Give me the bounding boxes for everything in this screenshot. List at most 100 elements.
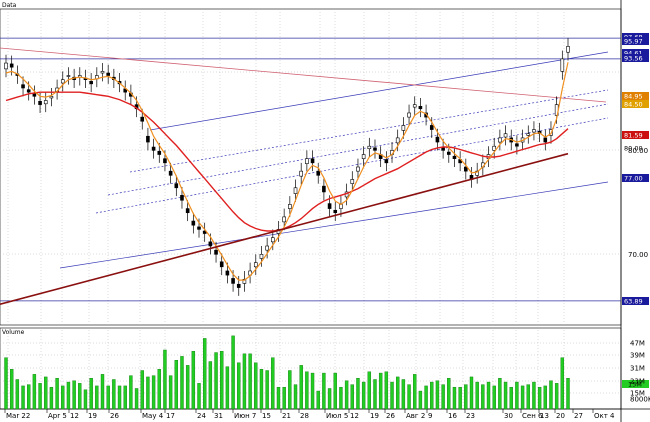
x-tick-label: 26 (386, 412, 395, 420)
x-tick-label: 19 (370, 412, 379, 420)
volume-bar (174, 360, 179, 410)
volume-bar (78, 383, 82, 410)
volume-bar (373, 379, 377, 410)
candle (492, 145, 497, 151)
volume-bar (66, 381, 71, 410)
price-tag-label: 77.00 (624, 175, 643, 183)
volume-bar (464, 384, 468, 410)
candle (446, 151, 451, 155)
volume-bar (129, 375, 133, 410)
volume-bar (32, 374, 37, 410)
candle (197, 226, 201, 230)
volume-bar (310, 372, 315, 410)
candle (407, 112, 411, 118)
volume-bar (163, 349, 167, 410)
candle (401, 125, 406, 131)
volume-bar (146, 376, 150, 410)
volume-bar (202, 338, 207, 410)
sma-200-line (0, 152, 569, 305)
volume-bar (549, 380, 553, 410)
volume-bar (333, 372, 337, 410)
price-tag-label: 84.50 (624, 101, 643, 109)
volume-tick-label: 23M (630, 378, 645, 386)
candle (395, 137, 400, 144)
x-tick-label: 24 (197, 412, 206, 420)
volume-bar (350, 384, 354, 410)
volume-bar (401, 379, 406, 410)
candle (498, 137, 502, 143)
channel-line (149, 51, 609, 131)
volume-bar (72, 380, 76, 410)
candle (219, 261, 224, 268)
volume-bar (61, 385, 65, 410)
volume-bar (532, 381, 536, 410)
candle (475, 170, 479, 176)
volume-bar (214, 352, 218, 410)
volume-bar (469, 376, 474, 410)
volume-bar (191, 351, 196, 410)
volume-bar (9, 369, 14, 410)
candle (464, 166, 468, 172)
volume-bar (441, 384, 445, 410)
candle (157, 150, 162, 155)
volume-bar (526, 384, 530, 410)
candle (38, 101, 42, 105)
candle (163, 158, 167, 164)
volume-bar (83, 389, 88, 410)
price-tag-label: 93.56 (624, 55, 643, 63)
sma-red-line (5, 91, 569, 232)
volume-bar (418, 390, 423, 410)
x-tick-label: 13 (540, 412, 549, 420)
candle (543, 137, 548, 143)
price-tag (622, 174, 649, 182)
candle (151, 146, 156, 151)
price-tag (622, 131, 649, 139)
volume-bar (384, 371, 389, 410)
volume-tick-label: 39M (630, 352, 645, 360)
volume-bar (49, 386, 54, 410)
x-tick-label: 12 (350, 412, 359, 420)
candle (566, 46, 570, 53)
candle (361, 154, 366, 159)
candle (418, 105, 423, 110)
volume-bar (305, 371, 309, 410)
volume-tick-label: 31M (630, 365, 645, 373)
x-tick-label: 31 (214, 412, 223, 420)
volume-bar (95, 385, 99, 410)
x-tick-label: 27 (574, 412, 583, 420)
x-tick-label: 30 (504, 412, 513, 420)
volume-bar (492, 385, 496, 410)
volume-bar (276, 386, 281, 410)
volume-bar (123, 385, 127, 410)
volume-bar (134, 388, 139, 410)
x-tick-label: May 4 (142, 412, 164, 420)
volume-bar (185, 365, 190, 410)
candle (435, 136, 440, 143)
volume-bar (299, 365, 303, 410)
volume-bar (168, 375, 173, 410)
volume-bar (407, 384, 411, 410)
volume-bar (27, 384, 31, 410)
x-tick-label: Июл 5 (326, 412, 348, 420)
channel-line (59, 181, 609, 269)
volume-bar (322, 372, 326, 410)
volume-bar (390, 381, 394, 410)
x-tick-label: 9 (428, 412, 432, 420)
price-tag (622, 297, 649, 305)
volume-bar (38, 383, 42, 410)
volume-bar (395, 376, 400, 410)
price-tag (622, 92, 649, 100)
volume-bar (344, 380, 349, 410)
x-tick-label: 19 (88, 412, 97, 420)
volume-bar (197, 383, 201, 410)
volume-tick-label: 15M (630, 390, 645, 398)
volume-tag-label: 15M (628, 381, 642, 389)
volume-panel-title: Volume (2, 329, 25, 336)
price-tag-label: 95.97 (624, 38, 643, 46)
volume-bar (242, 353, 247, 410)
candle (214, 249, 218, 255)
candle (26, 89, 31, 93)
x-tick-label: 15 (262, 412, 271, 420)
candle (310, 158, 315, 164)
candle (333, 209, 338, 214)
